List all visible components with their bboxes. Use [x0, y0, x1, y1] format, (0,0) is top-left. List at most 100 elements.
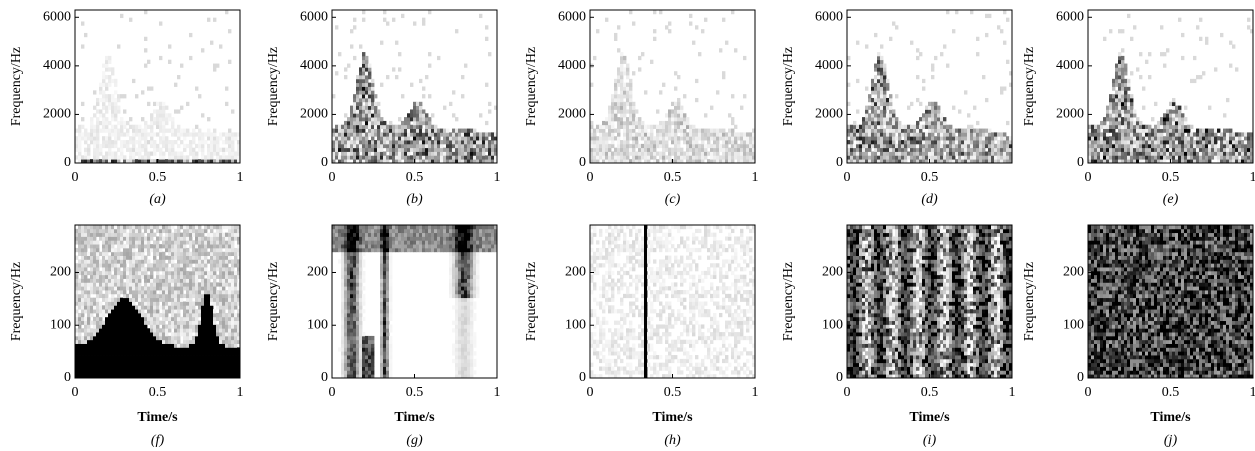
- pixel: [647, 140, 651, 145]
- pixel: [332, 140, 336, 145]
- pixel: [147, 290, 151, 295]
- pixel: [479, 140, 483, 145]
- pixel: [347, 124, 351, 129]
- pixel: [117, 355, 121, 360]
- pixel: [967, 155, 971, 160]
- pixel: [180, 274, 184, 279]
- pixel: [362, 90, 366, 95]
- pixel: [446, 136, 450, 141]
- pixel: [162, 105, 166, 110]
- pixel: [731, 147, 735, 152]
- pixel: [168, 278, 172, 283]
- pixel: [1214, 155, 1218, 160]
- pixel: [120, 312, 124, 318]
- pixel: [889, 117, 893, 122]
- pixel: [689, 151, 693, 156]
- pixel: [1139, 143, 1143, 149]
- pixel: [1136, 67, 1140, 72]
- pixel: [680, 159, 684, 164]
- pixel: [677, 105, 681, 110]
- pixel: [695, 159, 699, 164]
- pixel: [87, 328, 91, 333]
- pixel: [1097, 132, 1101, 137]
- pixel: [353, 155, 357, 160]
- pixel: [192, 225, 196, 230]
- pixel: [1124, 78, 1128, 84]
- pixel: [87, 305, 91, 310]
- pixel: [1142, 155, 1146, 160]
- pixel: [156, 339, 160, 344]
- pixel: [177, 362, 181, 367]
- pixel: [626, 67, 630, 72]
- pixel: [123, 247, 127, 253]
- pixel: [189, 270, 193, 276]
- pixel: [129, 370, 133, 375]
- pixel: [371, 78, 375, 84]
- pixel: [81, 278, 85, 283]
- pixel: [431, 155, 435, 160]
- pixel: [377, 120, 381, 126]
- pixel: [1091, 147, 1095, 152]
- pixel: [78, 305, 82, 310]
- pixel: [174, 251, 178, 256]
- pixel: [602, 128, 606, 133]
- pixel: [686, 159, 690, 164]
- pixel: [198, 128, 202, 133]
- pixel: [180, 244, 184, 249]
- pixel: [1121, 143, 1125, 149]
- pixel: [440, 143, 444, 149]
- pixel: [1000, 29, 1004, 34]
- pixel: [177, 228, 181, 234]
- pixel: [350, 44, 354, 49]
- pixel: [1112, 140, 1116, 145]
- pixel: [725, 155, 729, 160]
- pixel: [102, 274, 106, 279]
- pixel: [946, 143, 950, 149]
- pixel: [464, 143, 468, 149]
- pixel: [644, 143, 648, 149]
- pixel: [120, 316, 124, 322]
- x-tick-label: 0: [844, 170, 851, 185]
- pixel: [341, 136, 345, 141]
- pixel: [847, 101, 851, 107]
- pixel: [135, 132, 139, 137]
- pixel: [81, 301, 85, 306]
- pixel: [183, 270, 187, 276]
- pixel: [419, 136, 423, 141]
- pixel: [141, 316, 145, 322]
- pixel: [593, 136, 597, 141]
- pixel: [1235, 132, 1239, 137]
- pixel: [880, 120, 884, 126]
- pixel: [1003, 151, 1007, 156]
- pixel: [156, 358, 160, 364]
- pixel: [81, 351, 85, 356]
- pixel: [135, 270, 139, 276]
- pixel: [665, 147, 669, 152]
- pixel: [976, 128, 980, 133]
- pixel: [413, 128, 417, 133]
- pixel: [934, 151, 938, 156]
- pixel: [1208, 132, 1212, 137]
- pixel: [159, 293, 163, 299]
- pixel: [416, 120, 420, 126]
- pixel: [159, 339, 163, 344]
- pixel: [1175, 143, 1179, 149]
- pixel: [1133, 136, 1137, 141]
- pixel: [135, 124, 139, 129]
- pixel: [1181, 117, 1185, 122]
- pixel: [1157, 159, 1161, 164]
- pixel: [632, 155, 636, 160]
- pixel: [686, 136, 690, 141]
- pixel: [611, 155, 615, 160]
- pixel: [922, 147, 926, 152]
- pixel: [470, 136, 474, 141]
- pixel: [171, 151, 175, 156]
- pixel: [874, 86, 878, 91]
- pixel: [1151, 159, 1155, 164]
- pixel: [952, 143, 956, 149]
- pixel: [488, 155, 492, 160]
- pixel: [138, 362, 142, 367]
- pixel: [928, 113, 932, 118]
- pixel: [970, 128, 974, 133]
- pixel: [371, 117, 375, 122]
